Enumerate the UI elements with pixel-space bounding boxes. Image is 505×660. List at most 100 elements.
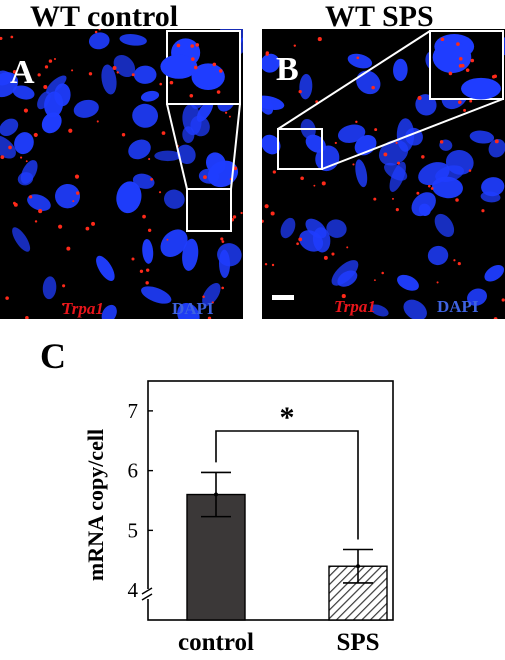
trpa1-punctum	[202, 295, 205, 298]
trpa1-punctum	[169, 80, 174, 85]
trpa1-punctum	[264, 262, 268, 266]
trpa1-label: Trpa1	[334, 297, 376, 316]
nucleus	[427, 245, 449, 266]
nucleus	[488, 138, 505, 158]
trpa1-punctum	[373, 279, 376, 282]
trpa1-punctum	[207, 316, 212, 319]
trpa1-punctum	[346, 246, 349, 249]
trpa1-punctum	[265, 52, 269, 56]
trpa1-punctum	[220, 237, 224, 241]
y-tick-label: 5	[128, 518, 139, 542]
trpa1-punctum	[470, 58, 475, 63]
axis-frame	[147, 380, 394, 621]
nucleus	[207, 160, 239, 188]
y-tick-label: 4	[128, 578, 139, 602]
nucleus	[434, 213, 455, 238]
trpa1-punctum	[481, 209, 485, 213]
mean-marker	[214, 492, 218, 497]
trpa1-punctum	[352, 163, 355, 166]
trpa1-punctum	[94, 30, 98, 34]
trpa1-punctum	[317, 37, 322, 42]
nucleus	[96, 255, 115, 281]
trpa1-punctum	[221, 286, 225, 290]
trpa1-punctum	[145, 281, 149, 285]
nucleus	[182, 238, 199, 271]
zoom-connector-line	[230, 103, 241, 190]
nucleus	[154, 150, 182, 162]
dapi-label: DAPI	[437, 297, 479, 316]
nucleus	[41, 112, 62, 134]
panel-a-letter: A	[10, 54, 35, 91]
trpa1-punctum	[37, 73, 41, 77]
panel-b-image	[262, 30, 505, 319]
trpa1-punctum	[19, 156, 23, 159]
zoom-connector-line	[166, 103, 188, 190]
trpa1-punctum	[33, 132, 38, 138]
nucleus	[262, 134, 281, 155]
nucleus	[355, 159, 368, 188]
trpa1-punctum	[233, 166, 238, 171]
nucleus	[119, 34, 147, 46]
nucleus	[42, 276, 57, 300]
trpa1-punctum	[463, 108, 467, 112]
trpa1-punctum	[430, 187, 434, 190]
trpa1-punctum	[383, 152, 388, 157]
trpa1-punctum	[334, 141, 337, 145]
trpa1-punctum	[8, 145, 12, 150]
trpa1-punctum	[300, 176, 304, 181]
nucleus	[101, 304, 117, 319]
nucleus	[27, 194, 51, 211]
trpa1-punctum	[43, 84, 48, 89]
nucleus	[113, 54, 136, 78]
nucleus	[403, 299, 427, 319]
trpa1-punctum	[10, 35, 14, 39]
trpa1-punctum	[71, 69, 74, 72]
trpa1-punctum	[264, 204, 269, 209]
trpa1-punctum	[48, 59, 53, 63]
trpa1-punctum	[381, 271, 384, 275]
trpa1-punctum	[121, 133, 126, 137]
trpa1-punctum	[313, 184, 316, 187]
nucleus	[305, 134, 326, 153]
trpa1-punctum	[455, 198, 459, 202]
trpa1-punctum	[456, 42, 460, 46]
trpa1-punctum	[469, 99, 473, 103]
trpa1-punctum	[131, 73, 135, 77]
trpa1-punctum	[189, 94, 194, 98]
nucleus	[141, 286, 172, 304]
trpa1-punctum	[491, 74, 496, 79]
nucleus	[73, 99, 99, 118]
nucleus	[0, 72, 19, 98]
trpa1-punctum	[158, 191, 162, 194]
nucleus	[176, 144, 196, 165]
x-tick-label: SPS	[336, 629, 379, 655]
nucleus	[393, 58, 408, 82]
trpa1-punctum	[331, 252, 335, 256]
nucleus	[14, 132, 34, 155]
trpa1-punctum	[221, 240, 225, 243]
dapi-label: DAPI	[172, 299, 214, 318]
nucleus	[0, 135, 16, 159]
trpa1-punctum	[193, 65, 198, 70]
trpa1-punctum	[453, 259, 456, 262]
trpa1-punctum	[62, 302, 65, 306]
trpa1-punctum	[53, 57, 57, 61]
trpa1-punctum	[439, 140, 444, 144]
trpa1-punctum	[131, 257, 135, 261]
panel-b-letter: B	[276, 51, 299, 88]
nucleus	[101, 64, 117, 95]
trpa1-punctum	[145, 268, 150, 272]
trpa1-punctum	[218, 69, 223, 73]
trpa1-punctum	[323, 255, 328, 260]
nucleus	[326, 219, 347, 238]
nucleus	[469, 130, 495, 144]
zoom-region-box	[186, 188, 232, 232]
trpa1-punctum	[161, 131, 166, 135]
nucleus	[467, 288, 487, 306]
trpa1-punctum	[116, 71, 120, 74]
trpa1-punctum	[72, 200, 75, 203]
nucleus	[177, 302, 200, 319]
nucleus	[484, 265, 505, 282]
trpa1-punctum	[139, 269, 144, 273]
trpa1-punctum	[159, 82, 162, 86]
